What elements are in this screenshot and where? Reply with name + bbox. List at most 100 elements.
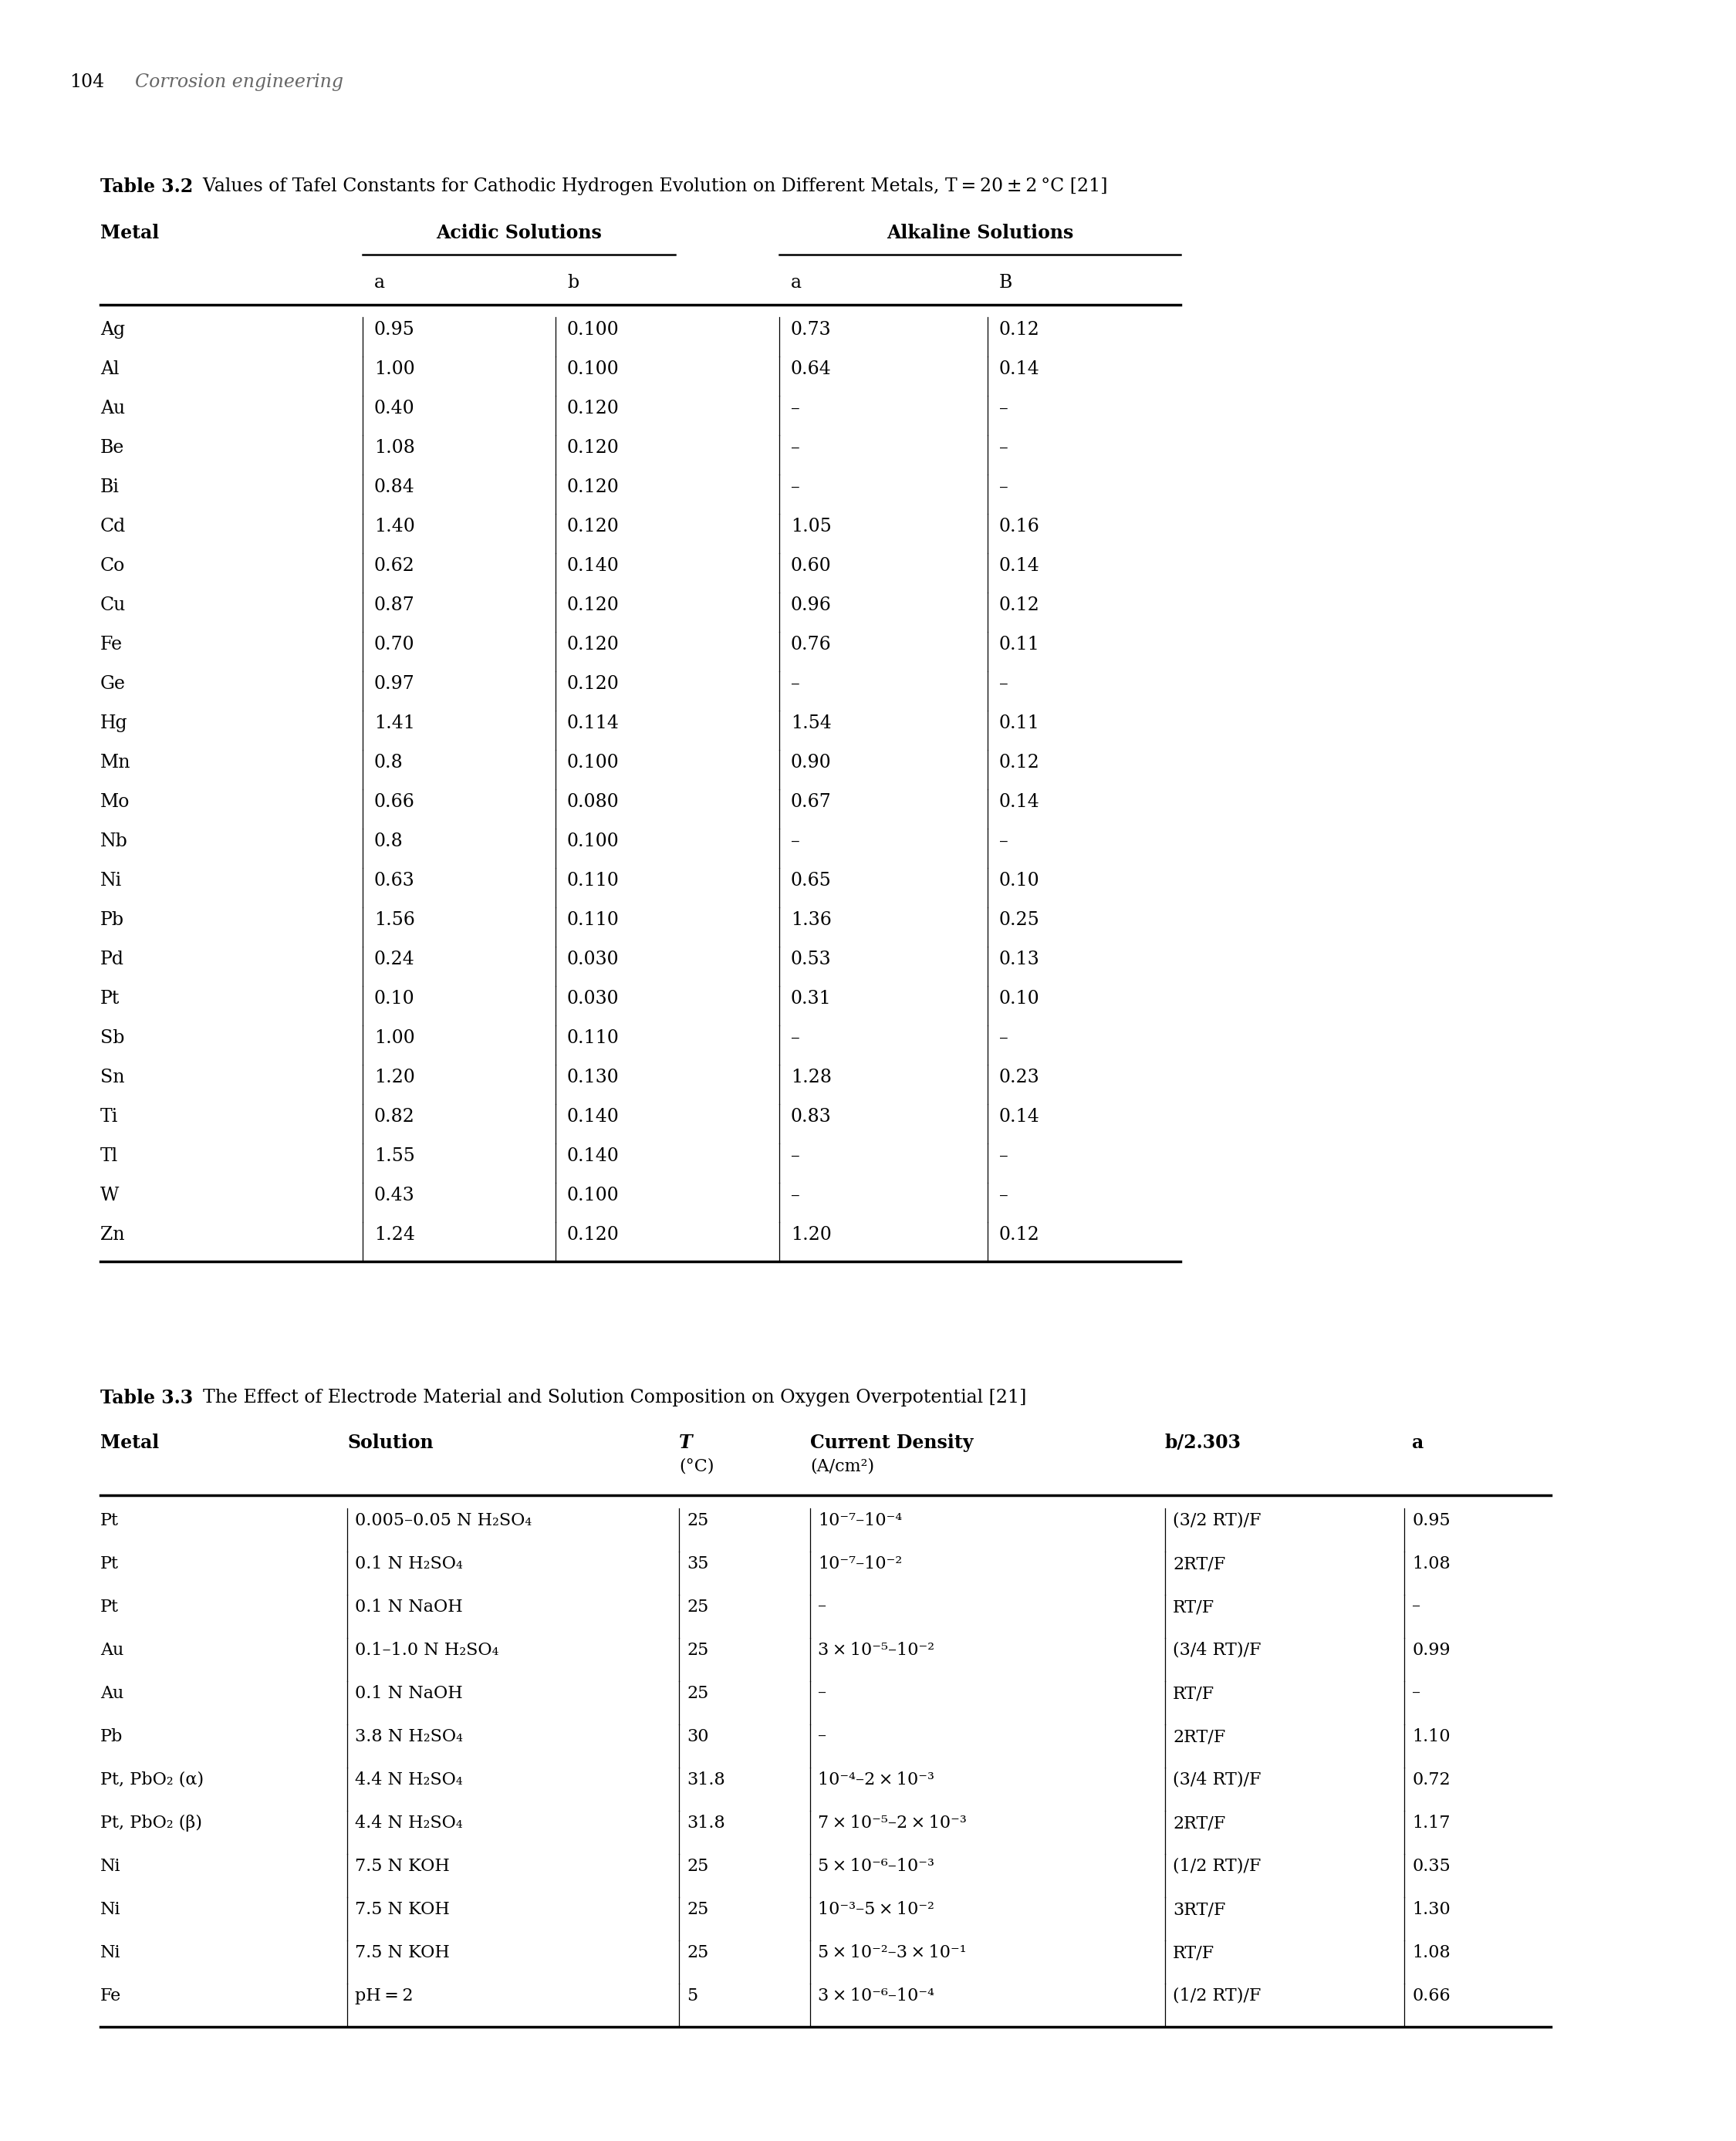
Text: 0.64: 0.64 [792, 360, 832, 379]
Text: 0.87: 0.87 [375, 597, 415, 614]
Text: 25: 25 [687, 1512, 708, 1529]
Text: 0.120: 0.120 [568, 1227, 620, 1244]
Text: –: – [792, 1030, 800, 1047]
Text: 0.120: 0.120 [568, 518, 620, 535]
Text: 0.82: 0.82 [375, 1107, 415, 1126]
Text: 0.030: 0.030 [568, 989, 620, 1008]
Text: Mn: Mn [101, 754, 130, 771]
Text: a: a [792, 274, 802, 291]
Text: 2RT/F: 2RT/F [1174, 1728, 1226, 1745]
Text: Al: Al [101, 360, 120, 379]
Text: 1.20: 1.20 [375, 1068, 415, 1085]
Text: Corrosion engineering: Corrosion engineering [135, 73, 344, 92]
Text: 104: 104 [69, 73, 104, 92]
Text: –: – [792, 674, 800, 694]
Text: 5: 5 [687, 1987, 698, 2004]
Text: –: – [792, 1148, 800, 1165]
Text: 1.10: 1.10 [1411, 1728, 1450, 1745]
Text: 0.12: 0.12 [1000, 1227, 1040, 1244]
Text: Be: Be [101, 439, 125, 456]
Text: Pt: Pt [101, 989, 120, 1008]
Text: –: – [1000, 1148, 1009, 1165]
Text: –: – [1000, 477, 1009, 497]
Text: 0.080: 0.080 [568, 792, 620, 811]
Text: 25: 25 [687, 1858, 708, 1876]
Text: 1.05: 1.05 [792, 518, 832, 535]
Text: 0.65: 0.65 [792, 871, 832, 889]
Text: 0.95: 0.95 [375, 321, 415, 338]
Text: –: – [818, 1599, 826, 1616]
Text: 3 × 10⁻⁶–10⁻⁴: 3 × 10⁻⁶–10⁻⁴ [818, 1987, 934, 2004]
Text: 1.40: 1.40 [375, 518, 415, 535]
Text: –: – [1000, 674, 1009, 694]
Text: 0.95: 0.95 [1411, 1512, 1450, 1529]
Text: Pt, PbO₂ (α): Pt, PbO₂ (α) [101, 1771, 203, 1788]
Text: 0.66: 0.66 [375, 792, 415, 811]
Text: 1.08: 1.08 [1411, 1944, 1450, 1961]
Text: 0.1 N H₂SO₄: 0.1 N H₂SO₄ [354, 1554, 464, 1571]
Text: The Effect of Electrode Material and Solution Composition on Oxygen Overpotentia: The Effect of Electrode Material and Sol… [191, 1390, 1026, 1407]
Text: Au: Au [101, 1642, 123, 1659]
Text: Table 3.2: Table 3.2 [101, 178, 193, 197]
Text: Ag: Ag [101, 321, 125, 338]
Text: 0.60: 0.60 [792, 557, 832, 574]
Text: (3/2 RT)/F: (3/2 RT)/F [1174, 1512, 1260, 1529]
Text: 0.110: 0.110 [568, 871, 620, 889]
Text: 0.100: 0.100 [568, 1186, 620, 1205]
Text: (1/2 RT)/F: (1/2 RT)/F [1174, 1987, 1260, 2004]
Text: Pb: Pb [101, 912, 125, 929]
Text: Mo: Mo [101, 792, 130, 811]
Text: –: – [792, 400, 800, 417]
Text: 0.1 N NaOH: 0.1 N NaOH [354, 1599, 464, 1616]
Text: 10⁻⁷–10⁻⁴: 10⁻⁷–10⁻⁴ [818, 1512, 903, 1529]
Text: Ni: Ni [101, 1858, 122, 1876]
Text: 0.14: 0.14 [1000, 792, 1040, 811]
Text: –: – [1411, 1599, 1420, 1616]
Text: 0.23: 0.23 [1000, 1068, 1040, 1085]
Text: 0.005–0.05 N H₂SO₄: 0.005–0.05 N H₂SO₄ [354, 1512, 531, 1529]
Text: 0.25: 0.25 [1000, 912, 1040, 929]
Text: 0.76: 0.76 [792, 636, 832, 653]
Text: Pt: Pt [101, 1554, 118, 1571]
Text: 0.100: 0.100 [568, 833, 620, 850]
Text: 1.36: 1.36 [792, 912, 832, 929]
Text: (A/cm²): (A/cm²) [811, 1458, 875, 1475]
Text: b: b [568, 274, 578, 291]
Text: 0.120: 0.120 [568, 674, 620, 694]
Text: 0.120: 0.120 [568, 636, 620, 653]
Text: Metal: Metal [101, 225, 160, 242]
Text: Tl: Tl [101, 1148, 118, 1165]
Text: 1.28: 1.28 [792, 1068, 832, 1085]
Text: –: – [1000, 439, 1009, 456]
Text: Sb: Sb [101, 1030, 125, 1047]
Text: 0.8: 0.8 [375, 754, 403, 771]
Text: –: – [1000, 1030, 1009, 1047]
Text: Hg: Hg [101, 715, 128, 732]
Text: Nb: Nb [101, 833, 128, 850]
Text: –: – [818, 1685, 826, 1702]
Text: 0.63: 0.63 [375, 871, 415, 889]
Text: –: – [792, 439, 800, 456]
Text: 0.130: 0.130 [568, 1068, 620, 1085]
Text: B: B [1000, 274, 1012, 291]
Text: 0.14: 0.14 [1000, 557, 1040, 574]
Text: 5 × 10⁻²–3 × 10⁻¹: 5 × 10⁻²–3 × 10⁻¹ [818, 1944, 967, 1961]
Text: Au: Au [101, 400, 125, 417]
Text: b/2.303: b/2.303 [1165, 1434, 1241, 1452]
Text: 0.24: 0.24 [375, 951, 415, 968]
Text: W: W [101, 1186, 120, 1205]
Text: 0.13: 0.13 [1000, 951, 1040, 968]
Text: 0.66: 0.66 [1411, 1987, 1450, 2004]
Text: 0.114: 0.114 [568, 715, 620, 732]
Text: 0.030: 0.030 [568, 951, 620, 968]
Text: Metal: Metal [101, 1434, 160, 1452]
Text: Pd: Pd [101, 951, 125, 968]
Text: Pb: Pb [101, 1728, 123, 1745]
Text: Fe: Fe [101, 636, 123, 653]
Text: Solution: Solution [347, 1434, 434, 1452]
Text: 0.40: 0.40 [375, 400, 415, 417]
Text: 1.56: 1.56 [375, 912, 415, 929]
Text: 1.24: 1.24 [375, 1227, 415, 1244]
Text: 0.96: 0.96 [792, 597, 832, 614]
Text: (1/2 RT)/F: (1/2 RT)/F [1174, 1858, 1260, 1876]
